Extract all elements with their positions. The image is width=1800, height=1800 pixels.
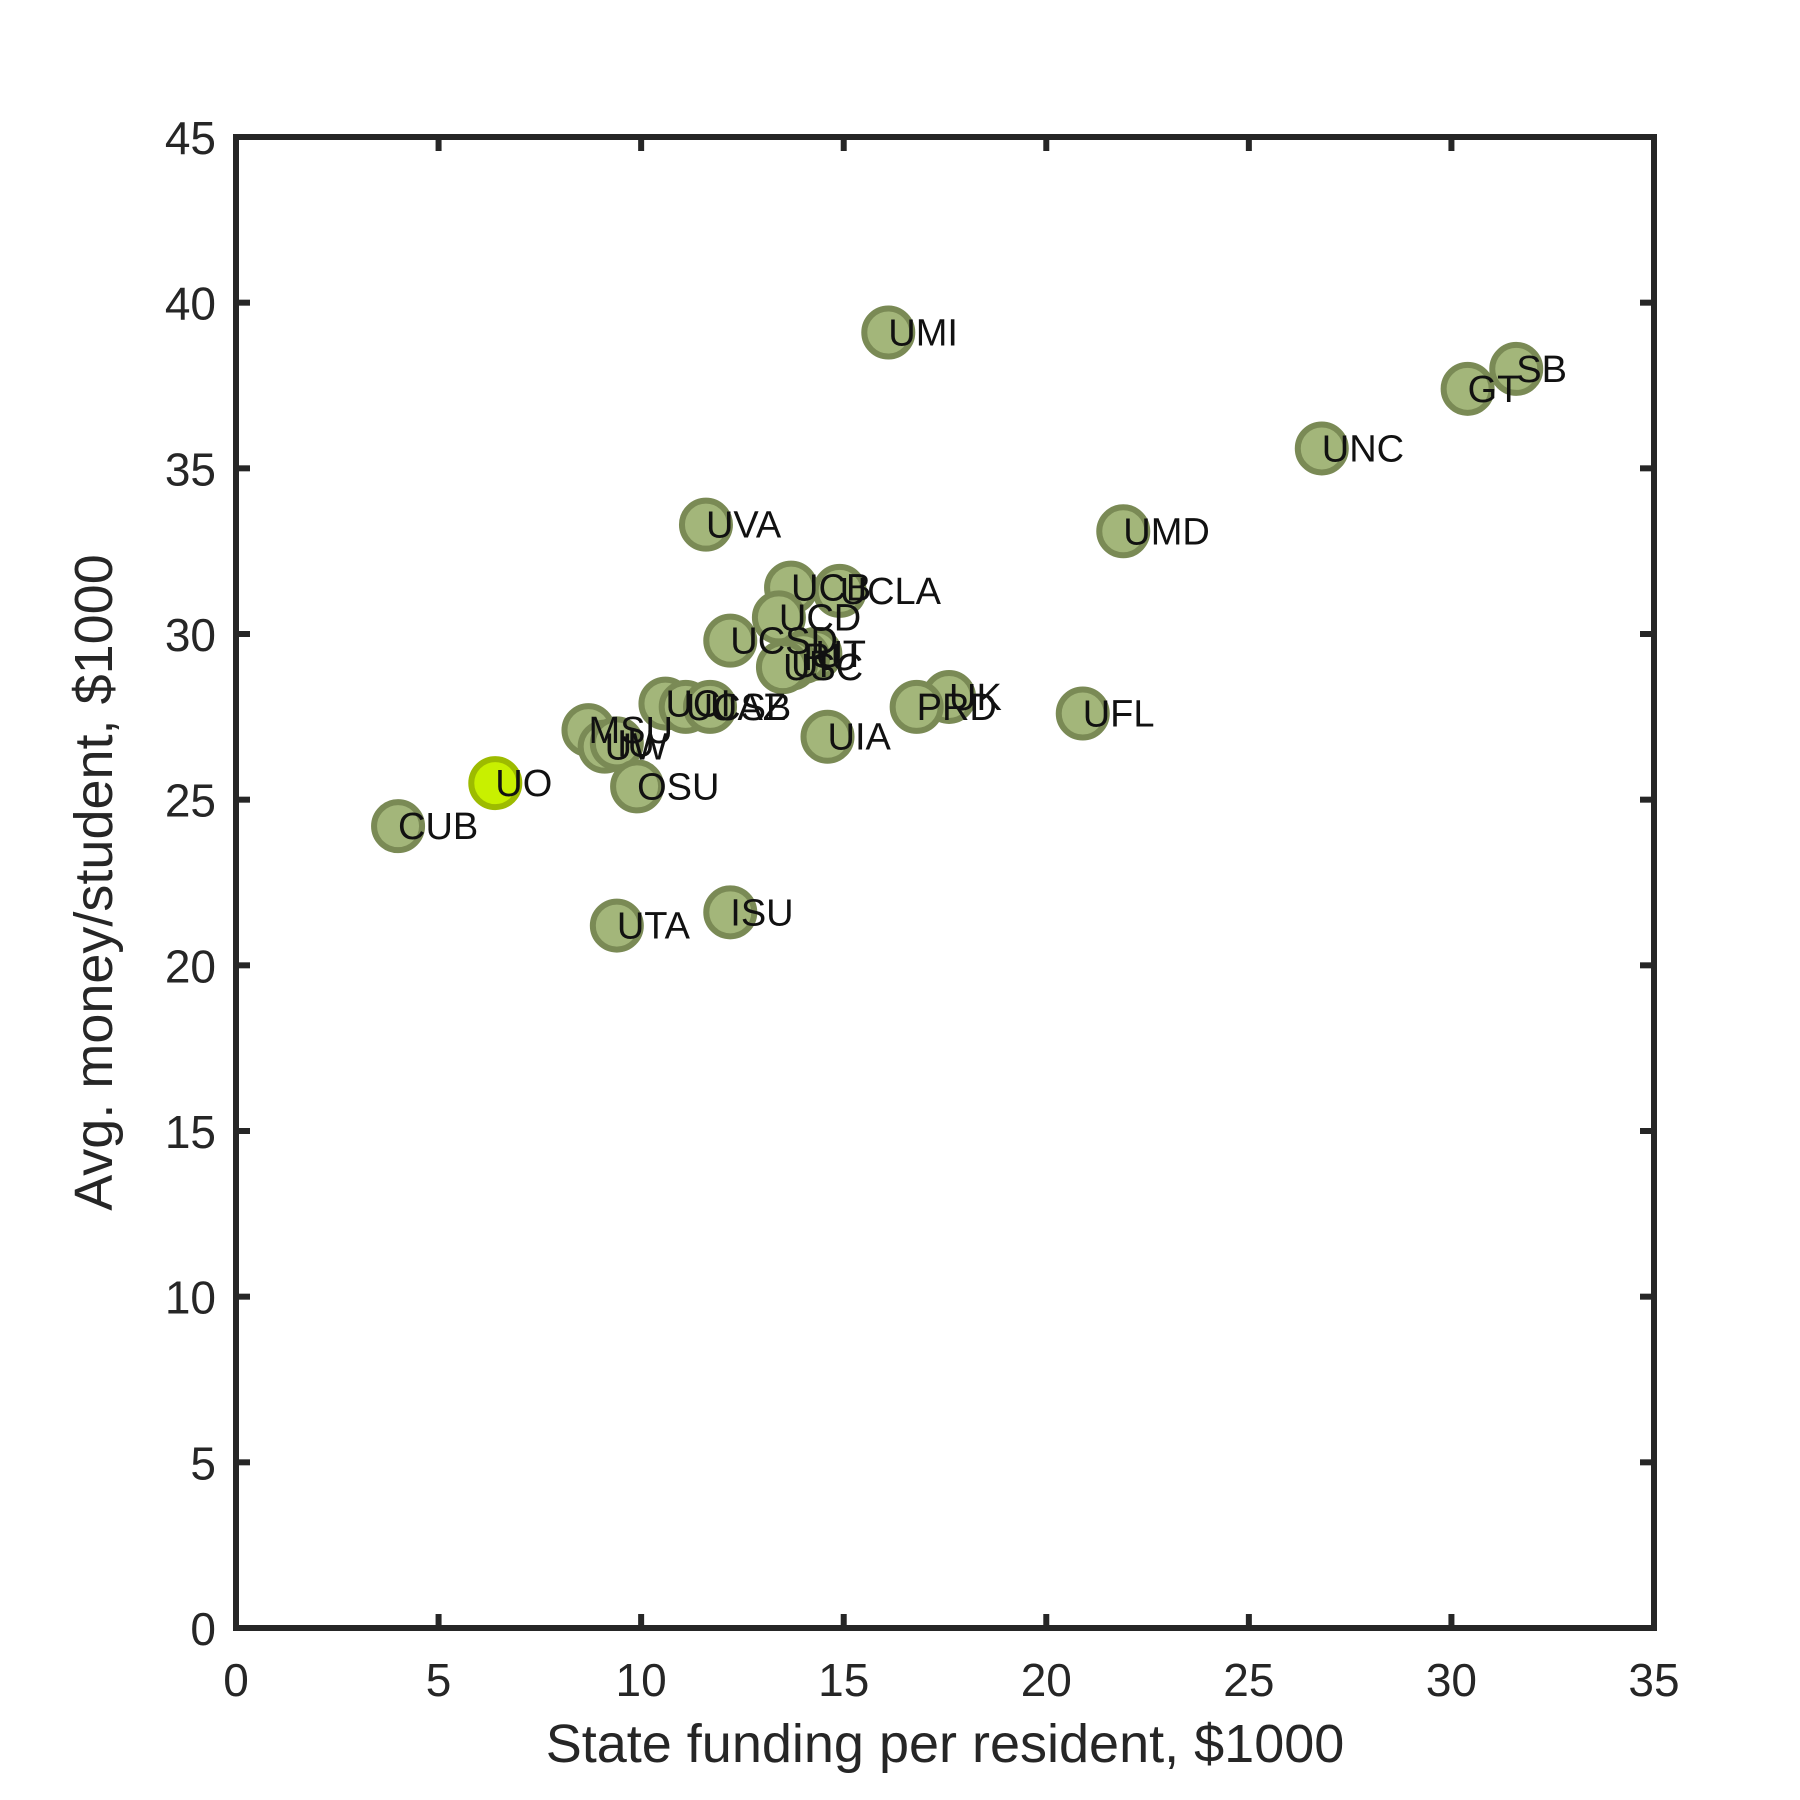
- point-label: UCSB: [686, 687, 792, 729]
- data-point: [1440, 361, 1495, 416]
- point-label: UVA: [706, 505, 782, 547]
- x-tick-label: 35: [1628, 1654, 1679, 1706]
- point-label: UFL: [1083, 694, 1155, 736]
- highlighted-point: [468, 756, 523, 811]
- data-point: [861, 305, 916, 360]
- y-tick-label: 40: [165, 278, 216, 330]
- y-axis-label: Avg. money/student, $1000: [64, 554, 124, 1210]
- y-tick-label: 25: [165, 775, 216, 827]
- point-label: UCI: [665, 684, 730, 726]
- point-label: SB: [1516, 349, 1567, 391]
- data-point: [610, 759, 665, 814]
- y-tick-label: 5: [190, 1437, 216, 1489]
- x-tick-label: 10: [616, 1654, 667, 1706]
- x-tick-label: 5: [426, 1654, 452, 1706]
- point-label: ISU: [730, 892, 793, 934]
- data-point: [1489, 341, 1544, 396]
- tick-labels-layer: 0 5 10 15 20 25 30 35 0 5 10 15 20 25 30 35 40 45: [165, 112, 1680, 1706]
- point-label: GT: [1468, 369, 1521, 411]
- data-point: [1055, 686, 1110, 741]
- point-label: USC: [783, 647, 863, 689]
- ticks-layer: [233, 134, 1657, 1631]
- data-point: [589, 716, 644, 771]
- data-point: [1096, 504, 1151, 559]
- plot-frame: [233, 134, 1657, 1631]
- point-label: UCD: [779, 597, 861, 639]
- point-label: UO: [495, 763, 552, 805]
- point-label: UTA: [617, 906, 691, 948]
- point-label: UW: [605, 727, 668, 769]
- data-point: [889, 679, 944, 734]
- y-tick-label: 35: [165, 443, 216, 495]
- point-label: UK: [949, 677, 1002, 719]
- point-label: UCSD: [730, 621, 838, 663]
- point-label: IU: [617, 723, 655, 765]
- y-tick-label: 15: [165, 1106, 216, 1158]
- point-label: UMD: [1123, 511, 1210, 553]
- data-point: [755, 640, 810, 695]
- point-label: UCLA: [840, 571, 942, 613]
- data-point: [812, 563, 867, 618]
- point-label: MSU: [588, 710, 672, 752]
- point-label: UIA: [828, 717, 892, 759]
- x-tick-label: 25: [1223, 1654, 1274, 1706]
- y-tick-label: 20: [165, 940, 216, 992]
- x-axis-label: State funding per resident, $1000: [546, 1714, 1345, 1774]
- point-label: UMI: [888, 312, 958, 354]
- point-label: PRD: [917, 687, 997, 729]
- y-tick-label: 0: [190, 1603, 216, 1655]
- x-tick-label: 20: [1021, 1654, 1072, 1706]
- x-tick-label: 0: [223, 1654, 249, 1706]
- data-point: [800, 709, 855, 764]
- data-point: [1294, 421, 1349, 476]
- point-label: UNC: [1322, 428, 1404, 470]
- point-label: OSU: [637, 766, 719, 808]
- point-label: UAZ: [710, 687, 786, 729]
- data-point: [678, 497, 733, 552]
- data-point: [683, 679, 738, 734]
- point-label: UI: [791, 644, 829, 686]
- y-tick-label: 30: [165, 609, 216, 661]
- point-label: RU: [803, 637, 858, 679]
- point-label: UT: [815, 634, 866, 676]
- point-label: UCB: [791, 568, 871, 610]
- data-point: [703, 885, 758, 940]
- y-tick-label: 45: [165, 112, 216, 164]
- x-tick-label: 15: [818, 1654, 869, 1706]
- point-label: CUB: [398, 806, 478, 848]
- y-tick-label: 10: [165, 1272, 216, 1324]
- data-point: [703, 613, 758, 668]
- points-layer: [371, 305, 1544, 953]
- data-point: [371, 799, 426, 854]
- x-tick-label: 30: [1426, 1654, 1477, 1706]
- data-point: [589, 898, 644, 953]
